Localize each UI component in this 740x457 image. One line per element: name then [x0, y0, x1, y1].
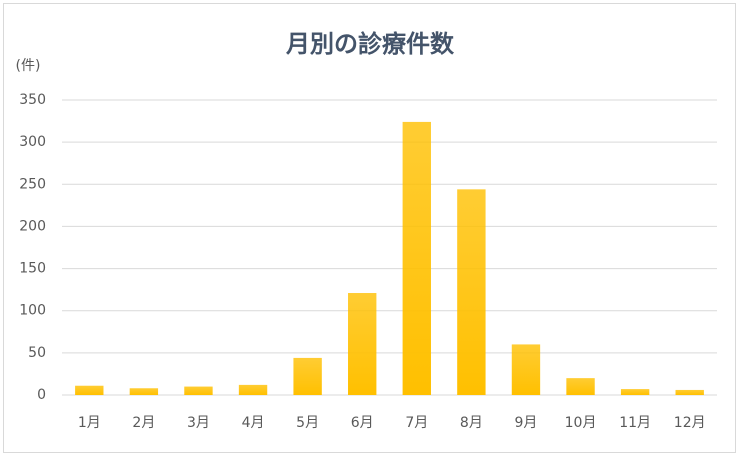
x-tick-label: 7月 — [405, 415, 428, 431]
bar — [675, 389, 704, 395]
y-tick-label: 0 — [37, 387, 46, 403]
bar — [620, 389, 650, 395]
y-tick-label: 250 — [19, 176, 46, 192]
x-tick-label: 4月 — [242, 415, 265, 431]
y-tick-label: 300 — [19, 134, 46, 150]
x-tick-label: 2月 — [132, 415, 155, 431]
x-tick-label: 12月 — [674, 415, 706, 431]
y-tick-label: 100 — [19, 303, 46, 319]
bar — [348, 293, 377, 395]
y-tick-label: 200 — [19, 218, 46, 234]
x-tick-label: 8月 — [460, 415, 483, 431]
bar — [129, 388, 159, 395]
x-tick-label: 10月 — [565, 415, 597, 431]
x-tick-label: 3月 — [187, 415, 210, 431]
y-tick-label: 150 — [19, 261, 46, 277]
x-tick-label: 1月 — [78, 415, 101, 431]
bar — [293, 357, 322, 395]
chart-title: 月別の診療件数 — [285, 30, 455, 58]
x-tick-label: 9月 — [514, 415, 537, 431]
y-axis-label: (件) — [16, 58, 41, 74]
bar — [566, 378, 595, 395]
bar — [511, 344, 541, 395]
bar — [184, 386, 213, 395]
y-tick-label: 50 — [28, 345, 46, 361]
x-tick-label: 11月 — [619, 415, 651, 431]
bar — [75, 385, 104, 395]
x-tick-label: 6月 — [351, 415, 374, 431]
bar — [457, 189, 486, 395]
bar — [238, 384, 268, 395]
x-tick-label: 5月 — [296, 415, 319, 431]
y-tick-label: 350 — [19, 92, 46, 108]
bar — [402, 121, 431, 396]
